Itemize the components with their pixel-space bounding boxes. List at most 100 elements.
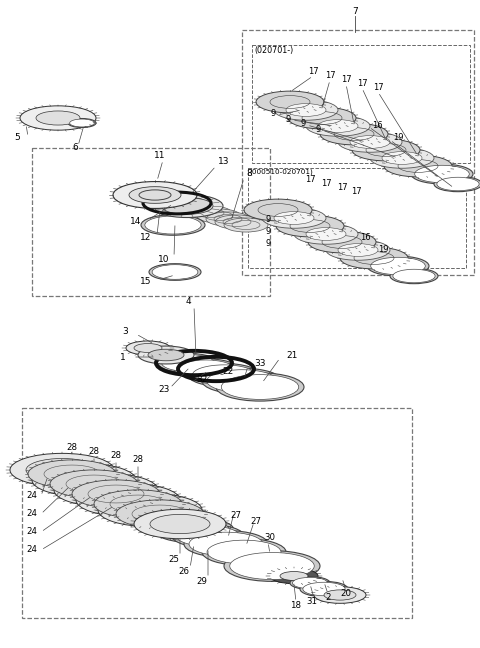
Ellipse shape [244, 199, 312, 221]
Ellipse shape [138, 346, 194, 364]
Text: 17: 17 [341, 76, 351, 84]
Bar [242, 30, 474, 275]
Ellipse shape [434, 176, 480, 192]
Ellipse shape [114, 498, 186, 522]
Text: 28: 28 [88, 448, 99, 456]
Text: 12: 12 [140, 233, 151, 242]
Ellipse shape [221, 375, 299, 399]
Ellipse shape [290, 577, 330, 590]
Text: 9: 9 [265, 227, 271, 237]
Text: 30: 30 [264, 533, 275, 542]
Text: 31: 31 [307, 597, 317, 607]
Ellipse shape [139, 190, 171, 200]
Ellipse shape [197, 209, 241, 223]
Ellipse shape [224, 218, 268, 232]
Ellipse shape [26, 459, 98, 481]
Ellipse shape [116, 500, 204, 528]
Ellipse shape [324, 590, 356, 600]
Text: 9: 9 [265, 240, 271, 248]
Ellipse shape [188, 364, 260, 386]
Ellipse shape [149, 264, 201, 281]
Text: 11: 11 [154, 152, 166, 161]
Text: 17: 17 [308, 67, 318, 76]
Ellipse shape [320, 123, 388, 145]
Ellipse shape [70, 478, 142, 502]
Ellipse shape [126, 341, 170, 355]
Ellipse shape [280, 572, 308, 581]
Ellipse shape [367, 256, 429, 276]
Ellipse shape [437, 178, 479, 191]
Text: 24: 24 [26, 491, 37, 500]
Text: 4: 4 [185, 297, 191, 307]
Ellipse shape [133, 189, 189, 207]
Ellipse shape [207, 540, 281, 564]
Text: 9: 9 [286, 115, 290, 124]
Text: 19: 19 [393, 133, 404, 143]
Text: 32: 32 [196, 375, 207, 384]
Ellipse shape [300, 581, 348, 597]
Ellipse shape [294, 224, 358, 244]
Ellipse shape [158, 353, 218, 373]
Ellipse shape [72, 480, 160, 508]
Ellipse shape [92, 489, 164, 511]
Text: 26: 26 [179, 568, 190, 577]
Ellipse shape [370, 148, 434, 168]
Ellipse shape [152, 264, 198, 279]
Ellipse shape [98, 493, 202, 527]
Bar [32, 148, 270, 296]
Ellipse shape [134, 509, 226, 538]
Ellipse shape [350, 135, 390, 148]
Ellipse shape [188, 206, 232, 220]
Ellipse shape [159, 519, 229, 541]
Ellipse shape [161, 198, 213, 214]
Text: 9: 9 [270, 110, 276, 119]
Bar [22, 408, 412, 618]
Ellipse shape [46, 114, 70, 122]
Ellipse shape [145, 216, 201, 234]
Text: 29: 29 [197, 577, 207, 586]
Text: 21: 21 [286, 351, 298, 360]
Text: 18: 18 [290, 601, 301, 610]
Text: 8: 8 [246, 170, 252, 178]
Ellipse shape [113, 181, 197, 209]
Ellipse shape [207, 370, 277, 392]
Ellipse shape [202, 368, 282, 394]
Text: 17: 17 [321, 179, 331, 189]
Ellipse shape [340, 247, 408, 269]
Ellipse shape [306, 227, 346, 240]
Ellipse shape [129, 187, 181, 203]
Ellipse shape [28, 460, 116, 488]
Text: 20: 20 [340, 590, 351, 599]
Ellipse shape [292, 577, 327, 588]
Text: 24: 24 [26, 509, 37, 518]
Ellipse shape [393, 269, 435, 283]
Text: 33: 33 [254, 360, 265, 369]
Text: 7: 7 [352, 8, 358, 16]
Ellipse shape [36, 111, 80, 125]
Ellipse shape [94, 490, 182, 518]
Ellipse shape [308, 231, 376, 253]
Ellipse shape [390, 268, 438, 284]
Text: 13: 13 [218, 157, 229, 167]
Ellipse shape [216, 373, 304, 401]
Ellipse shape [270, 568, 318, 584]
Ellipse shape [326, 240, 390, 260]
Ellipse shape [202, 538, 286, 566]
Ellipse shape [206, 212, 250, 226]
Ellipse shape [50, 470, 138, 498]
Ellipse shape [288, 107, 356, 129]
Text: 17: 17 [357, 80, 367, 89]
Ellipse shape [256, 91, 324, 113]
Ellipse shape [134, 343, 162, 353]
Ellipse shape [141, 214, 205, 235]
Text: 16: 16 [372, 121, 383, 130]
Text: 27: 27 [230, 511, 241, 520]
Text: 22: 22 [222, 367, 233, 376]
Text: 2: 2 [325, 594, 331, 603]
Ellipse shape [189, 532, 263, 556]
Text: 6: 6 [72, 143, 78, 152]
Ellipse shape [192, 365, 256, 385]
Ellipse shape [415, 165, 469, 183]
Text: 28: 28 [110, 452, 121, 461]
Ellipse shape [411, 164, 473, 184]
